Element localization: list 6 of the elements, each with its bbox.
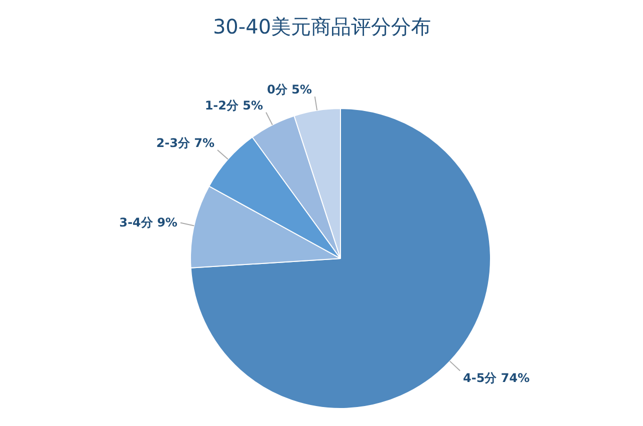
slice-label: 1-2分 5% [204,98,264,112]
slice-label: 4-5分 74% [463,370,530,385]
slice-label: 0分 5% [266,82,312,97]
slice-label: 2-3分 7% [156,136,214,150]
chart-title: 30-40美元商品评分分布 [212,14,432,38]
slice-label: 3-4分 9% [119,216,178,230]
